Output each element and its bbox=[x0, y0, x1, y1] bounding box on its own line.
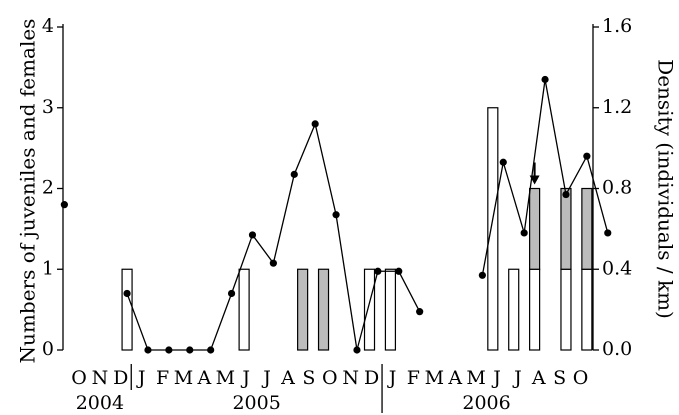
month-label: F bbox=[407, 367, 420, 389]
density-point bbox=[374, 267, 382, 275]
arrow-annotation bbox=[529, 162, 540, 185]
month-label: M bbox=[425, 367, 444, 389]
density-point bbox=[144, 346, 152, 354]
density-point bbox=[165, 346, 173, 354]
bar-juvenile bbox=[487, 107, 499, 351]
month-label: M bbox=[174, 367, 193, 389]
month-label: M bbox=[466, 367, 485, 389]
bar-juvenile bbox=[238, 268, 250, 351]
right-tick-label: 1.6 bbox=[602, 15, 632, 37]
month-label: N bbox=[92, 367, 109, 389]
bar-female bbox=[529, 187, 541, 270]
bar-juvenile bbox=[363, 268, 376, 351]
right-tick-label: 0.4 bbox=[602, 257, 632, 279]
month-label: D bbox=[364, 367, 379, 389]
right-axis: Density (individuals / km) bbox=[654, 59, 678, 319]
month-label: J bbox=[512, 367, 522, 389]
month-label: J bbox=[136, 367, 146, 389]
density-point bbox=[227, 289, 236, 298]
bar-juvenile bbox=[529, 268, 541, 351]
right-axis-title: Density (individuals / km) bbox=[654, 59, 678, 319]
month-label: A bbox=[280, 367, 295, 389]
month-label: D bbox=[113, 367, 128, 389]
right-tick-label: 0.0 bbox=[602, 338, 632, 360]
left-axis: Numbers of juveniles and females bbox=[16, 19, 40, 364]
left-tick-label: 4 bbox=[42, 15, 54, 37]
bar-juvenile bbox=[581, 268, 593, 351]
density-point bbox=[478, 271, 486, 279]
density-point bbox=[520, 229, 528, 237]
left-axis-title: Numbers of juveniles and females bbox=[16, 19, 40, 364]
bar-juvenile bbox=[560, 268, 572, 351]
density-point bbox=[583, 152, 591, 160]
density-point bbox=[395, 267, 403, 275]
month-label: O bbox=[71, 367, 87, 389]
density-point bbox=[353, 346, 361, 354]
bar-juvenile bbox=[508, 268, 520, 351]
density-point bbox=[186, 346, 194, 354]
density-point bbox=[541, 75, 549, 84]
month-label: N bbox=[342, 367, 359, 389]
year-label: 2004 bbox=[76, 392, 124, 414]
left-tick-label: 3 bbox=[42, 96, 54, 118]
density-point bbox=[123, 289, 131, 298]
year-label: 2006 bbox=[462, 392, 510, 414]
month-label: A bbox=[197, 367, 212, 389]
year-label: 2005 bbox=[232, 392, 280, 414]
bar-female bbox=[581, 187, 593, 270]
density-point bbox=[207, 346, 215, 354]
left-tick-label: 2 bbox=[42, 177, 54, 199]
arrow-head bbox=[529, 175, 540, 185]
month-label: O bbox=[322, 367, 338, 389]
month-label: J bbox=[240, 367, 250, 389]
density-point bbox=[604, 229, 612, 237]
month-label: O bbox=[573, 367, 589, 389]
month-label: J bbox=[387, 367, 397, 389]
month-label: A bbox=[447, 367, 462, 389]
bar-juvenile bbox=[384, 268, 397, 351]
right-tick-label: 1.2 bbox=[602, 96, 632, 118]
left-tick-label: 1 bbox=[42, 257, 54, 279]
bar-female bbox=[317, 268, 330, 351]
month-label: S bbox=[553, 367, 566, 389]
month-label: M bbox=[216, 367, 235, 389]
left-tick-label: 0 bbox=[42, 338, 54, 360]
density-line bbox=[126, 121, 421, 351]
density-point bbox=[499, 158, 507, 166]
month-label: F bbox=[156, 367, 169, 389]
density-point bbox=[311, 120, 319, 128]
month-label: J bbox=[261, 367, 271, 389]
month-label: A bbox=[531, 367, 546, 389]
right-tick-label: 0.8 bbox=[602, 177, 632, 199]
bar-female bbox=[560, 187, 572, 270]
density-point bbox=[416, 308, 424, 316]
density-point bbox=[60, 201, 68, 209]
density-point bbox=[332, 211, 340, 219]
month-label: S bbox=[302, 367, 315, 389]
month-label: J bbox=[491, 367, 501, 389]
bar-female bbox=[297, 268, 309, 351]
density-point bbox=[248, 231, 257, 239]
density-point bbox=[290, 170, 298, 178]
density-point bbox=[562, 190, 570, 199]
density-point bbox=[269, 259, 277, 267]
bar-juvenile bbox=[121, 268, 133, 351]
